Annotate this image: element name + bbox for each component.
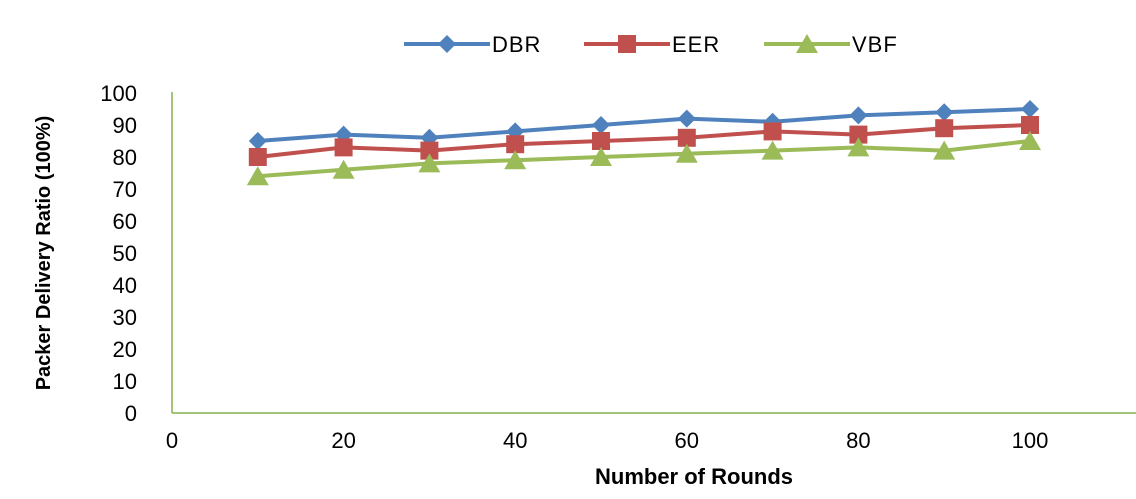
legend-item-eer: EER <box>584 32 720 57</box>
series-lines <box>257 107 1031 179</box>
y-tick-label: 80 <box>113 145 137 170</box>
data-point-eer <box>849 125 868 144</box>
y-tick-label: 0 <box>125 401 137 426</box>
legend-item-vbf: VBF <box>764 32 898 57</box>
data-point-eer <box>677 128 696 147</box>
data-point-vbf <box>332 159 355 179</box>
data-point-vbf <box>1019 131 1041 150</box>
x-axis-title: Number of Rounds <box>595 464 793 489</box>
series-markers <box>246 100 1041 186</box>
y-tick-label: 30 <box>113 305 137 330</box>
legend: DBR EER VBF <box>404 32 898 57</box>
data-point-vbf <box>418 153 441 173</box>
y-tick-labels: 0 10 20 30 40 50 60 70 80 90 100 <box>100 81 137 426</box>
y-tick-label: 70 <box>113 177 137 202</box>
data-point-vbf <box>675 143 698 163</box>
data-point-dbr <box>677 109 696 128</box>
y-tick-label: 90 <box>113 113 137 138</box>
data-point-dbr <box>935 103 954 122</box>
y-axis-title: Packer Delivery Ratio (100%) <box>33 116 55 391</box>
series-line-eer <box>257 123 1031 159</box>
data-point-eer <box>763 122 782 141</box>
data-point-vbf <box>761 140 784 160</box>
legend-label-eer: EER <box>672 32 720 57</box>
x-tick-label: 60 <box>675 428 699 453</box>
legend-marker-vbf <box>796 34 818 53</box>
y-tick-label: 40 <box>113 273 137 298</box>
data-point-eer <box>935 119 954 138</box>
x-tick-label: 20 <box>331 428 355 453</box>
legend-label-vbf: VBF <box>852 32 898 57</box>
data-point-eer <box>1021 116 1039 134</box>
data-point-dbr <box>248 132 267 150</box>
data-point-vbf <box>933 140 956 160</box>
data-point-eer <box>506 135 525 154</box>
data-point-vbf <box>246 166 269 186</box>
x-tick-label: 80 <box>846 428 870 453</box>
y-tick-label: 100 <box>100 81 137 106</box>
legend-marker-dbr <box>438 35 456 53</box>
data-point-vbf <box>590 147 612 166</box>
x-tick-label: 0 <box>166 428 178 453</box>
x-tick-labels: 0 20 40 60 80 100 <box>166 428 1048 453</box>
x-tick-label: 100 <box>1012 428 1049 453</box>
y-tick-label: 50 <box>113 241 137 266</box>
data-point-vbf <box>847 137 870 157</box>
data-point-eer <box>420 141 439 160</box>
y-tick-label: 10 <box>113 369 137 394</box>
legend-label-dbr: DBR <box>492 32 541 57</box>
series-line-dbr <box>257 107 1031 143</box>
data-point-eer <box>248 148 267 166</box>
y-tick-label: 60 <box>113 209 137 234</box>
axes <box>171 92 1136 414</box>
x-tick-label: 40 <box>503 428 527 453</box>
data-point-eer <box>592 132 610 150</box>
legend-marker-eer <box>618 35 636 53</box>
data-point-dbr <box>849 106 868 125</box>
data-point-dbr <box>592 116 610 134</box>
data-point-eer <box>334 138 353 157</box>
data-point-dbr <box>1021 100 1039 118</box>
series-line-vbf <box>257 139 1031 179</box>
y-tick-label: 20 <box>113 337 137 362</box>
legend-item-dbr: DBR <box>404 32 541 57</box>
data-point-vbf <box>504 150 527 170</box>
